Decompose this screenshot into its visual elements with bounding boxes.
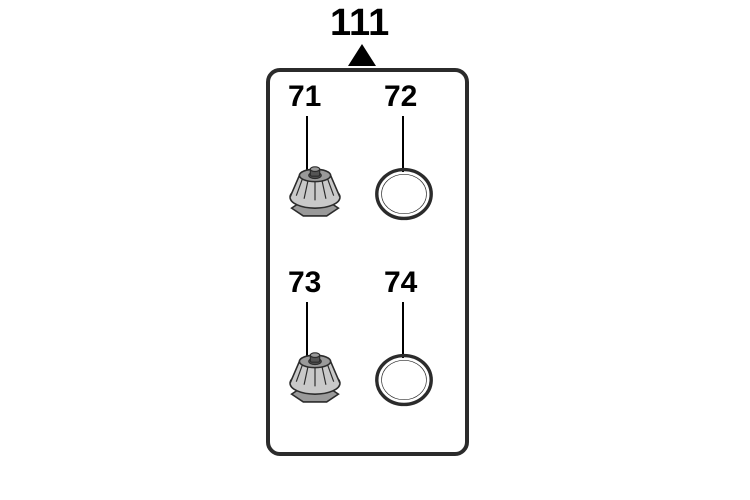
part-number-label-73: 73 — [288, 266, 321, 300]
part-number-label-74: 74 — [384, 266, 417, 300]
part-number-label-72: 72 — [384, 80, 417, 114]
o-ring-icon-74 — [370, 346, 438, 414]
part-number-label-71: 71 — [288, 80, 321, 114]
valve-cap-icon-73 — [276, 338, 354, 416]
assembly-number-label: 111 — [330, 2, 389, 45]
o-ring-icon-72 — [370, 160, 438, 228]
valve-cap-icon-71 — [276, 152, 354, 230]
assembly-pointer-triangle — [348, 44, 376, 66]
